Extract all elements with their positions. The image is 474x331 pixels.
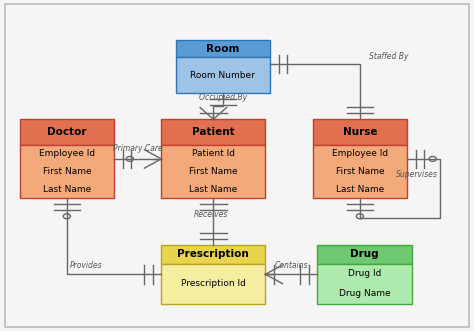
Text: Room: Room xyxy=(206,44,239,54)
FancyBboxPatch shape xyxy=(161,263,265,304)
FancyBboxPatch shape xyxy=(161,145,265,199)
FancyBboxPatch shape xyxy=(175,40,270,57)
FancyBboxPatch shape xyxy=(318,263,412,304)
FancyBboxPatch shape xyxy=(19,145,114,199)
Text: Staffed By: Staffed By xyxy=(369,52,409,61)
Text: Patient: Patient xyxy=(192,127,235,137)
Text: Last Name: Last Name xyxy=(336,185,384,194)
Text: First Name: First Name xyxy=(189,167,237,176)
Text: Room Number: Room Number xyxy=(191,71,255,79)
Text: Employee Id: Employee Id xyxy=(332,149,388,158)
Text: Drug Name: Drug Name xyxy=(339,289,391,298)
Text: Prescription: Prescription xyxy=(177,249,249,259)
FancyBboxPatch shape xyxy=(318,245,412,263)
FancyBboxPatch shape xyxy=(313,119,407,145)
Text: Prescription Id: Prescription Id xyxy=(181,279,246,288)
Text: Supervises: Supervises xyxy=(396,170,438,179)
FancyBboxPatch shape xyxy=(175,57,270,93)
Text: Last Name: Last Name xyxy=(189,185,237,194)
Text: Provides: Provides xyxy=(70,261,102,270)
FancyBboxPatch shape xyxy=(313,145,407,199)
Text: Nurse: Nurse xyxy=(343,127,377,137)
Text: Drug Id: Drug Id xyxy=(348,269,381,278)
FancyBboxPatch shape xyxy=(161,245,265,263)
Text: Contains: Contains xyxy=(274,261,308,270)
Text: Receives: Receives xyxy=(194,210,228,218)
Text: Primary Care: Primary Care xyxy=(113,144,163,153)
Text: Last Name: Last Name xyxy=(43,185,91,194)
Text: Doctor: Doctor xyxy=(47,127,87,137)
Text: First Name: First Name xyxy=(336,167,384,176)
Text: First Name: First Name xyxy=(43,167,91,176)
Text: Drug: Drug xyxy=(350,249,379,259)
Text: Patient Id: Patient Id xyxy=(192,149,235,158)
Text: Employee Id: Employee Id xyxy=(39,149,95,158)
FancyBboxPatch shape xyxy=(161,119,265,145)
Text: Occupied By: Occupied By xyxy=(199,93,247,102)
FancyBboxPatch shape xyxy=(19,119,114,145)
